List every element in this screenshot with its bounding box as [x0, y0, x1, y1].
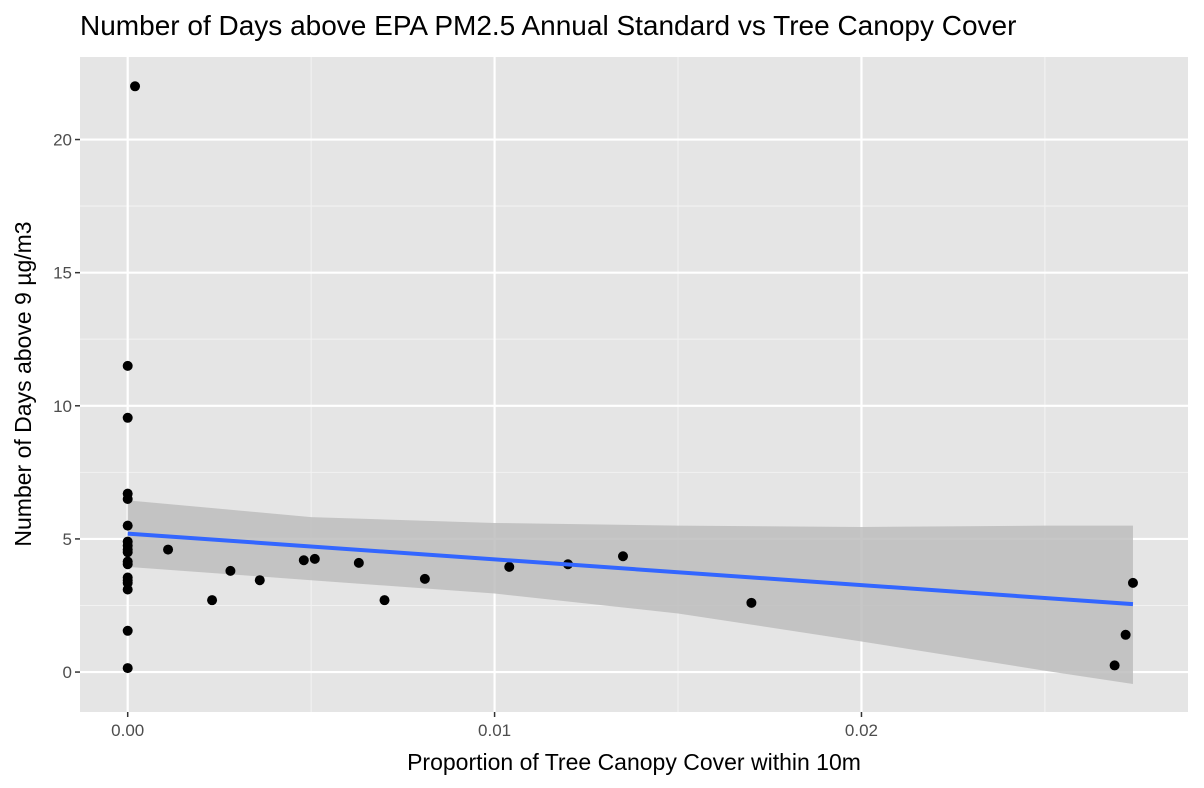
x-tick-label: 0.00: [111, 721, 144, 740]
data-point: [1120, 629, 1131, 640]
data-point: [163, 544, 174, 555]
y-axis: 0 5 10 15 20: [53, 131, 80, 682]
y-tick-label: 10: [53, 397, 72, 416]
y-tick-label: 15: [53, 264, 72, 283]
data-point: [207, 595, 218, 606]
y-tick-label: 0: [63, 663, 72, 682]
x-tick-label: 0.02: [845, 721, 878, 740]
data-point: [617, 551, 628, 562]
data-point: [122, 625, 133, 636]
data-point: [1109, 660, 1120, 671]
chart-title: Number of Days above EPA PM2.5 Annual St…: [80, 10, 1016, 41]
confidence-band: [127, 500, 1133, 685]
data-points: [122, 81, 1138, 674]
data-point: [122, 559, 133, 570]
data-point: [746, 597, 757, 608]
x-axis-title: Proportion of Tree Canopy Cover within 1…: [407, 749, 861, 775]
y-axis-title: Number of Days above 9 µg/m3: [10, 221, 36, 546]
data-point: [122, 584, 133, 595]
data-point: [122, 493, 133, 504]
data-point: [309, 553, 320, 564]
data-point: [353, 557, 364, 568]
data-point: [122, 663, 133, 674]
data-point: [298, 555, 309, 566]
data-point: [122, 547, 133, 558]
data-point: [122, 360, 133, 371]
data-point: [122, 520, 133, 531]
data-point: [419, 573, 430, 584]
data-point: [225, 565, 236, 576]
y-tick-label: 5: [63, 530, 72, 549]
x-tick-label: 0.01: [478, 721, 511, 740]
x-axis: 0.00 0.01 0.02: [111, 712, 878, 740]
data-point: [254, 575, 265, 586]
data-point: [122, 412, 133, 423]
data-point: [1127, 577, 1138, 588]
data-point: [504, 561, 515, 572]
y-tick-label: 20: [53, 131, 72, 150]
regression-line: [127, 531, 1134, 607]
plot-panel: [80, 57, 1188, 712]
data-point: [130, 81, 141, 92]
data-point: [379, 595, 390, 606]
